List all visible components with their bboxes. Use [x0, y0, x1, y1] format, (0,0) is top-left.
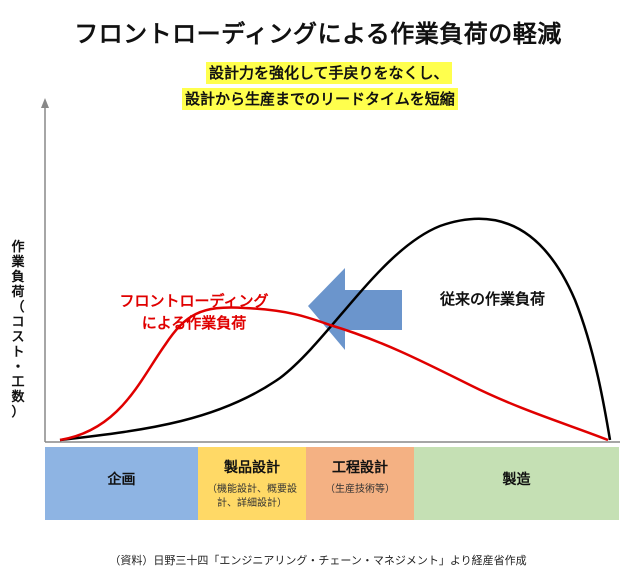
y-axis-label-char: ス [11, 330, 25, 345]
phase-process-design: 工程設計 （生産技術等） [306, 447, 414, 520]
y-axis-label: 作 業 負 荷 （ コ ス ト ・ 工 数 ） [9, 240, 27, 420]
front-loading-label-line-1: フロントローディング [119, 292, 269, 310]
phase-detail: （生産技術等） [306, 483, 414, 497]
front-loading-label-line-2: による作業負荷 [141, 314, 247, 332]
phase-product-design: 製品設計 （機能設計、概要設 計、詳細設計） [198, 447, 306, 520]
y-axis-label-char: コ [11, 315, 25, 330]
phase-detail-line: 計、詳細設計） [217, 498, 287, 509]
y-axis-label-char: 数 [11, 390, 25, 405]
y-axis-label-char: （ [11, 300, 25, 315]
subtitle-line-2: 設計から生産までのリードタイムを短縮 [182, 88, 458, 110]
phase-name: 企画 [107, 472, 136, 488]
phase-planning: 企画 [45, 447, 198, 520]
phase-name: 工程設計 [332, 460, 388, 476]
subtitle-line-1: 設計力を強化して手戻りをなくし、 [206, 62, 452, 84]
phase-detail: （機能設計、概要設 計、詳細設計） [198, 483, 306, 511]
y-axis-label-char: 荷 [11, 285, 25, 300]
y-axis-arrowhead [41, 98, 49, 108]
y-axis-label-char: ） [11, 405, 25, 420]
y-axis-label-char: 業 [11, 255, 25, 270]
front-loading-label: フロントローディング による作業負荷 [94, 290, 294, 334]
y-axis-label-char: ・ [11, 360, 25, 375]
phase-name: 製品設計 [224, 460, 280, 476]
y-axis-label-char: 工 [11, 375, 25, 390]
source-note: （資料）日野三十四「エンジニアリング・チェーン・マネジメント」より経産省作成 [109, 554, 527, 567]
y-axis-label-char: 作 [11, 240, 25, 255]
front-loading-workload-curve [59, 306, 609, 442]
shift-arrow [308, 268, 402, 350]
phase-name: 製造 [502, 472, 531, 488]
page-title: フロントローディングによる作業負荷の軽減 [74, 20, 562, 48]
y-axis-label-char: 負 [11, 270, 25, 285]
phase-detail-line: （機能設計、概要設 [207, 484, 297, 495]
y-axis-label-char: ト [11, 345, 25, 360]
conventional-label: 従来の作業負荷 [440, 290, 546, 308]
conventional-workload-curve [59, 217, 612, 442]
phase-manufacturing: 製造 [414, 447, 619, 520]
phase-detail-line: （生産技術等） [325, 484, 395, 495]
